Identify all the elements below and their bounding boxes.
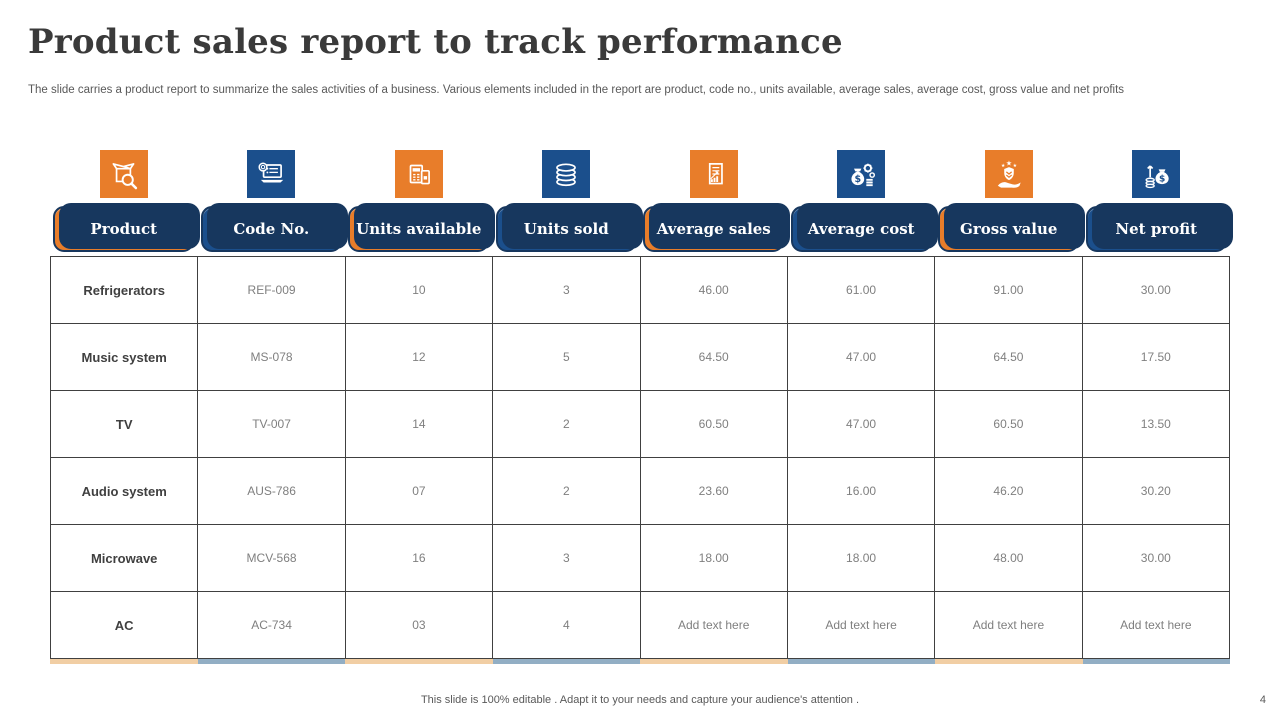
code-cell: TV-007 [198, 391, 346, 458]
column-underline [50, 659, 198, 664]
product-cell: Audio system [51, 458, 199, 525]
placeholder-text-cell[interactable]: Add text here [1082, 592, 1230, 659]
average-sales-cell: 46.00 [640, 257, 788, 324]
header-row: Product Code No. Units available Units s… [50, 198, 1230, 252]
page-subtitle: The slide carries a product report to su… [28, 84, 1125, 96]
net-profit-cell: 30.20 [1082, 458, 1230, 525]
svg-text:★: ★ [1001, 163, 1005, 169]
gross-value-cell: 91.00 [935, 257, 1083, 324]
units-sold-cell: 5 [493, 324, 641, 391]
column-header-average-cost: Average cost [790, 206, 932, 252]
svg-text:$: $ [1159, 174, 1165, 184]
placeholder-text-cell[interactable]: Add text here [640, 592, 788, 659]
page-number: 4 [1259, 694, 1266, 706]
svg-text:$: $ [855, 174, 862, 185]
average-cost-cell: 47.00 [787, 324, 936, 391]
gross-value-cell: 60.50 [935, 391, 1083, 458]
average-cost-cell: 18.00 [787, 525, 936, 592]
units-available-cell: 03 [345, 592, 494, 659]
column-header-gross-value: Gross value [938, 206, 1080, 252]
column-header-label: Product [90, 220, 158, 238]
column-header-label: Units available [356, 220, 482, 238]
average-cost-cell: 16.00 [787, 458, 936, 525]
column-underline [197, 659, 345, 664]
column-header-label: Net profit [1115, 220, 1198, 238]
units-sold-cell: 2 [493, 458, 641, 525]
net-profit-cell: 13.50 [1082, 391, 1230, 458]
coin-stack-icon [542, 150, 591, 198]
column-header-label: Gross value [960, 220, 1058, 238]
svg-text:★: ★ [1012, 163, 1016, 169]
column-header-label: Units sold [523, 220, 609, 238]
column-header-net-profit: Net profit [1085, 206, 1227, 252]
placeholder-text-cell[interactable]: Add text here [935, 592, 1083, 659]
placeholder-text-cell[interactable]: Add text here [787, 592, 936, 659]
net-profit-cell: 30.00 [1082, 525, 1230, 592]
average-sales-cell: 64.50 [640, 324, 788, 391]
money-bag-profit-icon: $ [1132, 150, 1181, 198]
product-cell: Refrigerators [51, 257, 199, 324]
footer-note: This slide is 100% editable . Adapt it t… [420, 694, 860, 706]
column-header-product: Product [53, 206, 195, 252]
code-cell: REF-009 [198, 257, 346, 324]
pos-phone-icon [394, 150, 443, 198]
gross-value-cell: 46.20 [935, 458, 1083, 525]
column-underline [640, 659, 788, 664]
column-underline [787, 659, 935, 664]
table-underline [50, 659, 1230, 664]
gross-value-cell: 48.00 [935, 525, 1083, 592]
units-available-cell: 10 [345, 257, 494, 324]
units-sold-cell: 3 [493, 525, 641, 592]
hand-award-icon: ★ ★ ★ [984, 150, 1033, 198]
sales-report-icon [689, 150, 738, 198]
icon-row: $ ★ ★ ★ [50, 150, 1230, 198]
page-title: Product sales report to track performanc… [28, 22, 843, 62]
code-cell: AC-734 [198, 592, 346, 659]
units-available-cell: 07 [345, 458, 494, 525]
money-bag-gears-icon: $ [837, 150, 886, 198]
units-sold-cell: 3 [493, 257, 641, 324]
average-sales-cell: 23.60 [640, 458, 788, 525]
column-underline [492, 659, 640, 664]
average-cost-cell: 61.00 [787, 257, 936, 324]
code-cell: MCV-568 [198, 525, 346, 592]
sales-report-table: $ ★ ★ ★ [50, 150, 1230, 664]
units-available-cell: 16 [345, 525, 494, 592]
code-cell: MS-078 [198, 324, 346, 391]
units-available-cell: 14 [345, 391, 494, 458]
product-cell: Microwave [51, 525, 199, 592]
laptop-code-icon [247, 150, 296, 198]
column-header-label: Code No. [233, 220, 310, 238]
column-header-units-available: Units available [348, 206, 490, 252]
net-profit-cell: 30.00 [1082, 257, 1230, 324]
units-available-cell: 12 [345, 324, 494, 391]
column-header-label: Average cost [807, 220, 915, 238]
column-header-average-sales: Average sales [643, 206, 785, 252]
column-header-label: Average sales [656, 220, 771, 238]
column-header-code-no: Code No. [200, 206, 342, 252]
column-underline [935, 659, 1083, 664]
product-cell: Music system [51, 324, 199, 391]
product-cell: TV [51, 391, 199, 458]
gross-value-cell: 64.50 [935, 324, 1083, 391]
table-body: Refrigerators REF-009 10 3 46.00 61.00 9… [50, 256, 1230, 659]
net-profit-cell: 17.50 [1082, 324, 1230, 391]
svg-text:★: ★ [1006, 160, 1012, 168]
column-header-units-sold: Units sold [495, 206, 637, 252]
product-cell: AC [51, 592, 199, 659]
units-sold-cell: 4 [493, 592, 641, 659]
average-sales-cell: 60.50 [640, 391, 788, 458]
code-cell: AUS-786 [198, 458, 346, 525]
average-sales-cell: 18.00 [640, 525, 788, 592]
column-underline [345, 659, 493, 664]
units-sold-cell: 2 [493, 391, 641, 458]
average-cost-cell: 47.00 [787, 391, 936, 458]
column-underline [1082, 659, 1230, 664]
product-search-icon [99, 150, 148, 198]
